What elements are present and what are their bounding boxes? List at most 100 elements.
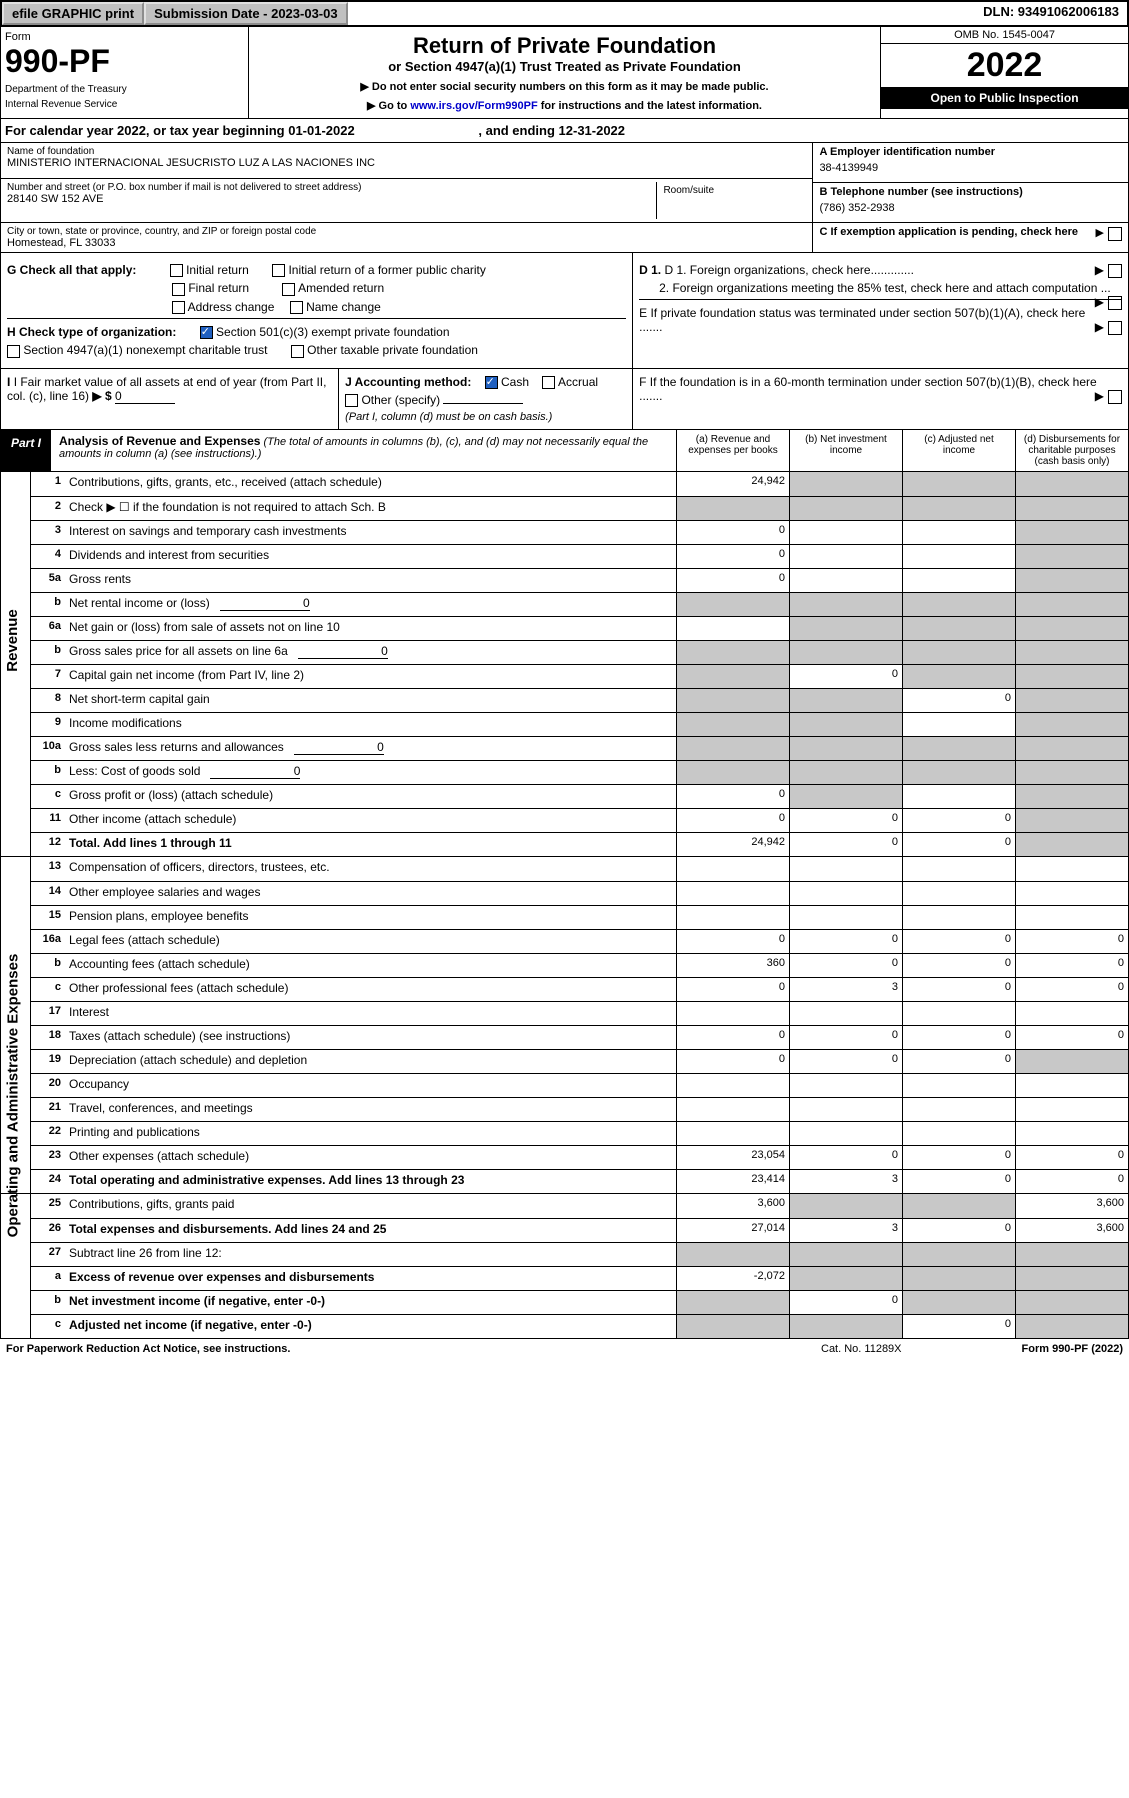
- line-2: 2Check ▶ ☐ if the foundation is not requ…: [31, 496, 1128, 520]
- form-note-2: ▶ Go to www.irs.gov/Form990PF for instru…: [255, 99, 874, 112]
- street-address: 28140 SW 152 AVE: [7, 193, 656, 205]
- form990pf-link[interactable]: www.irs.gov/Form990PF: [410, 100, 537, 112]
- chk-name-change[interactable]: [290, 301, 303, 314]
- chk-other-method[interactable]: [345, 394, 358, 407]
- line-13: 13Compensation of officers, directors, t…: [31, 857, 1128, 881]
- line-3: 3Interest on savings and temporary cash …: [31, 520, 1128, 544]
- footer-formid: Form 990-PF (2022): [1022, 1343, 1123, 1355]
- box-d2: 2. Foreign organizations meeting the 85%…: [659, 281, 1122, 295]
- line-23: 23Other expenses (attach schedule)23,054…: [31, 1145, 1128, 1169]
- chk-4947a1[interactable]: [7, 345, 20, 358]
- line-b: bAccounting fees (attach schedule)360000: [31, 953, 1128, 977]
- expenses-grid: Operating and Administrative Expenses 13…: [0, 857, 1129, 1194]
- box-c-label: C If exemption application is pending, c…: [819, 226, 1078, 238]
- dept-irs: Internal Revenue Service: [5, 99, 244, 110]
- box-c-checkbox[interactable]: [1108, 227, 1122, 241]
- col-b-header: (b) Net investment income: [789, 430, 902, 471]
- box-g-label: G Check all that apply:: [7, 263, 136, 277]
- box-d1: D 1. D 1. Foreign organizations, check h…: [639, 263, 1122, 277]
- line-25: 25Contributions, gifts, grants paid3,600…: [31, 1194, 1128, 1218]
- line-c: cOther professional fees (attach schedul…: [31, 977, 1128, 1001]
- open-public-badge: Open to Public Inspection: [881, 87, 1128, 109]
- chk-e[interactable]: [1108, 321, 1122, 335]
- line-c: cAdjusted net income (if negative, enter…: [31, 1314, 1128, 1338]
- revenue-sidelabel: Revenue: [4, 610, 21, 673]
- line-5a: 5aGross rents0: [31, 568, 1128, 592]
- line-15: 15Pension plans, employee benefits: [31, 905, 1128, 929]
- chk-accrual[interactable]: [542, 376, 555, 389]
- ij-f-row: I I Fair market value of all assets at e…: [0, 369, 1129, 431]
- chk-address-change[interactable]: [172, 301, 185, 314]
- line-7: 7Capital gain net income (from Part IV, …: [31, 664, 1128, 688]
- line-27: 27Subtract line 26 from line 12:: [31, 1242, 1128, 1266]
- form-subtitle: or Section 4947(a)(1) Trust Treated as P…: [255, 59, 874, 74]
- form-word: Form: [5, 31, 244, 43]
- chk-d2[interactable]: [1108, 296, 1122, 310]
- box-f: F If the foundation is in a 60-month ter…: [639, 375, 1097, 403]
- form-title: Return of Private Foundation: [255, 33, 874, 59]
- city-state-zip: Homestead, FL 33033: [7, 237, 806, 249]
- line-16a: 16aLegal fees (attach schedule)0000: [31, 929, 1128, 953]
- col-a-header: (a) Revenue and expenses per books: [676, 430, 789, 471]
- line-1: 1Contributions, gifts, grants, etc., rec…: [31, 472, 1128, 496]
- chk-501c3[interactable]: [200, 326, 213, 339]
- line-b: bLess: Cost of goods sold0: [31, 760, 1128, 784]
- omb-number: OMB No. 1545-0047: [881, 27, 1128, 44]
- line-b: bNet rental income or (loss)0: [31, 592, 1128, 616]
- tax-year: 2022: [881, 44, 1128, 87]
- line-19: 19Depreciation (attach schedule) and dep…: [31, 1049, 1128, 1073]
- form-header: Form 990-PF Department of the Treasury I…: [0, 27, 1129, 119]
- part1-header: Part I Analysis of Revenue and Expenses …: [0, 430, 1129, 472]
- col-d-header: (d) Disbursements for charitable purpose…: [1015, 430, 1128, 471]
- line-9: 9Income modifications: [31, 712, 1128, 736]
- part1-title: Analysis of Revenue and Expenses: [59, 434, 260, 448]
- foundation-name: MINISTERIO INTERNACIONAL JESUCRISTO LUZ …: [7, 157, 806, 169]
- phone-label: B Telephone number (see instructions): [819, 186, 1122, 198]
- form-note-1: ▶ Do not enter social security numbers o…: [255, 80, 874, 93]
- line-c: cGross profit or (loss) (attach schedule…: [31, 784, 1128, 808]
- chk-d1[interactable]: [1108, 264, 1122, 278]
- line-18: 18Taxes (attach schedule) (see instructi…: [31, 1025, 1128, 1049]
- col-c-header: (c) Adjusted net income: [902, 430, 1015, 471]
- footer-catno: Cat. No. 11289X: [821, 1343, 902, 1355]
- chk-other-taxable[interactable]: [291, 345, 304, 358]
- footer-paperwork: For Paperwork Reduction Act Notice, see …: [6, 1343, 290, 1355]
- line-12: 12Total. Add lines 1 through 1124,94200: [31, 832, 1128, 856]
- line-24: 24Total operating and administrative exp…: [31, 1169, 1128, 1193]
- box-h-label: H Check type of organization:: [7, 325, 176, 339]
- name-label: Name of foundation: [7, 146, 806, 157]
- line-22: 22Printing and publications: [31, 1121, 1128, 1145]
- line-11: 11Other income (attach schedule)000: [31, 808, 1128, 832]
- line-b: bGross sales price for all assets on lin…: [31, 640, 1128, 664]
- line-6a: 6aNet gain or (loss) from sale of assets…: [31, 616, 1128, 640]
- line-4: 4Dividends and interest from securities0: [31, 544, 1128, 568]
- city-label: City or town, state or province, country…: [7, 226, 806, 237]
- chk-amended-return[interactable]: [282, 283, 295, 296]
- box-j-note: (Part I, column (d) must be on cash basi…: [345, 411, 626, 423]
- chk-f[interactable]: [1108, 390, 1122, 404]
- line-10a: 10aGross sales less returns and allowanc…: [31, 736, 1128, 760]
- line-14: 14Other employee salaries and wages: [31, 881, 1128, 905]
- box-j-label: J Accounting method:: [345, 375, 471, 389]
- line-8: 8Net short-term capital gain0: [31, 688, 1128, 712]
- chk-initial-return[interactable]: [170, 264, 183, 277]
- form-number: 990-PF: [5, 43, 244, 80]
- chk-cash[interactable]: [485, 376, 498, 389]
- part1-label: Part I: [1, 430, 51, 471]
- line-20: 20Occupancy: [31, 1073, 1128, 1097]
- box-i-value: 0: [115, 389, 175, 404]
- chk-final-return[interactable]: [172, 283, 185, 296]
- room-suite-label: Room/suite: [656, 182, 806, 219]
- submission-date-button[interactable]: Submission Date - 2023-03-03: [144, 2, 348, 25]
- topbar: efile GRAPHIC print Submission Date - 20…: [0, 0, 1129, 27]
- line-b: bNet investment income (if negative, ent…: [31, 1290, 1128, 1314]
- page-footer: For Paperwork Reduction Act Notice, see …: [0, 1339, 1129, 1359]
- box-e: E If private foundation status was termi…: [639, 299, 1122, 334]
- chk-initial-former[interactable]: [272, 264, 285, 277]
- addr-label: Number and street (or P.O. box number if…: [7, 182, 656, 193]
- ein-value: 38-4139949: [819, 162, 1122, 174]
- revenue-grid: Revenue 1Contributions, gifts, grants, e…: [0, 472, 1129, 857]
- efile-button[interactable]: efile GRAPHIC print: [2, 2, 144, 25]
- line-21: 21Travel, conferences, and meetings: [31, 1097, 1128, 1121]
- line-26: 26Total expenses and disbursements. Add …: [31, 1218, 1128, 1242]
